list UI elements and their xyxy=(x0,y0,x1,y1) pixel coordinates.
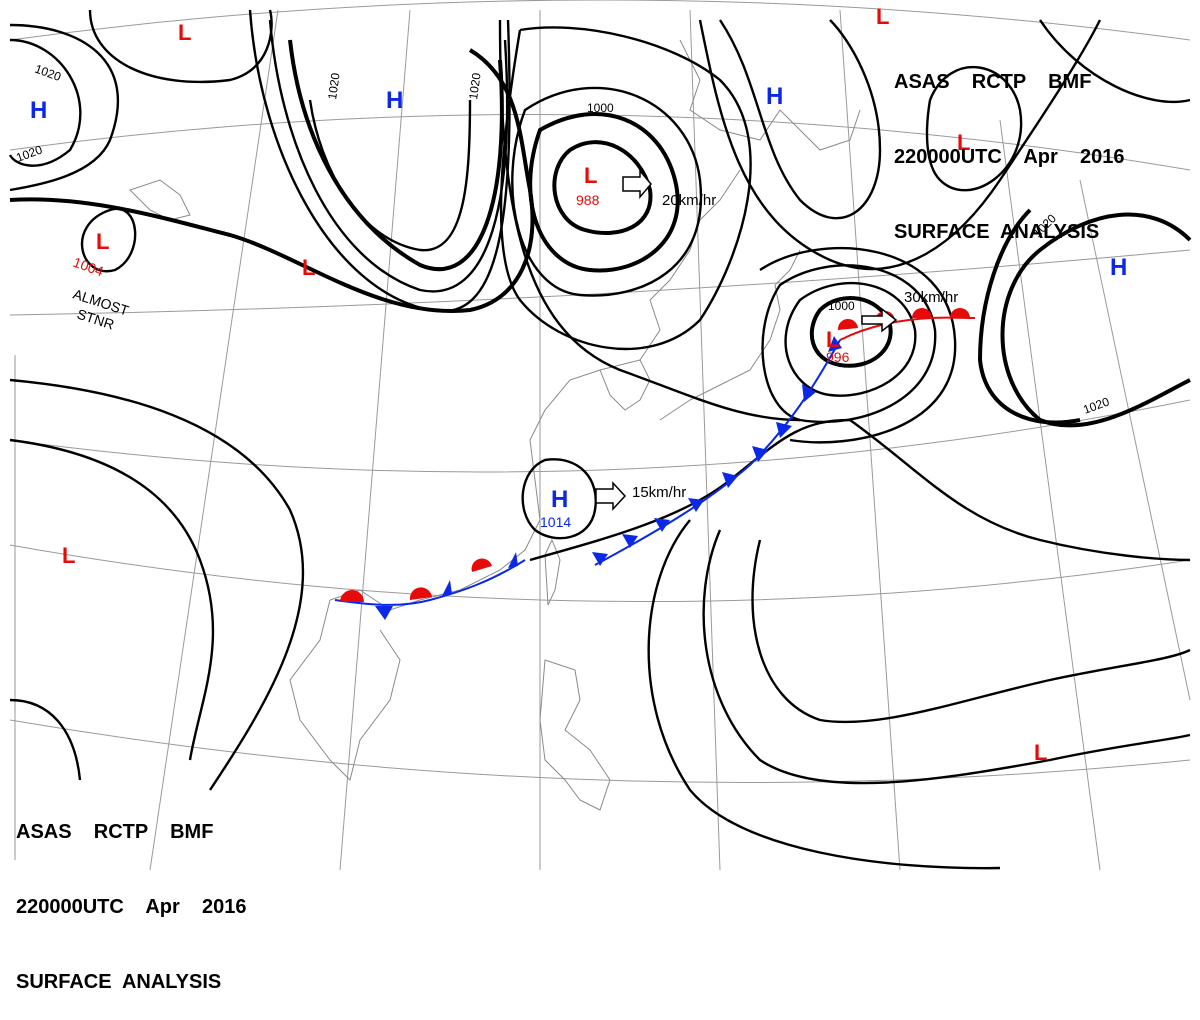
stationary-front-south xyxy=(334,559,526,606)
low-pressure-center: L xyxy=(96,229,109,254)
motion-arrows: 20km/hr 15km/hr 30km/hr xyxy=(595,168,958,511)
isobar-south-pacific-2 xyxy=(702,529,1191,785)
isobar-label: 1020 xyxy=(325,72,343,101)
isobar-south-pacific-3 xyxy=(647,519,1001,870)
indochina-coastline xyxy=(289,599,401,781)
header-line-1: ASAS RCTP BMF xyxy=(894,71,1092,93)
isobar-east-low-outer-2 xyxy=(761,264,937,424)
japan-coastline xyxy=(659,249,801,421)
cold-front-east xyxy=(594,339,841,566)
isobar-label: 1000 xyxy=(828,299,855,313)
isobar-north-low-inner xyxy=(552,140,653,236)
header-line-3: SURFACE ANALYSIS xyxy=(16,971,222,993)
header-line-2: 220000UTC Apr 2016 xyxy=(894,146,1125,168)
isobar-1020-east-high xyxy=(1000,212,1192,428)
low-pressure-center: L xyxy=(584,163,597,188)
isobar-mongolia-high-1020 xyxy=(288,39,504,272)
low-pressure-center: L xyxy=(1034,740,1047,765)
pressure-centers: H H H H H 1014 L L 988 L 1004 L L 996 L … xyxy=(30,4,1127,765)
isobar-ne-right-outer xyxy=(1039,19,1191,104)
high-pressure-center: H xyxy=(766,83,783,110)
low-pressure-center: L xyxy=(62,543,75,568)
low-pressure-center: L xyxy=(957,130,970,155)
isobar-north-low-outer-3 xyxy=(498,19,801,422)
isobar-1020-east-loop xyxy=(977,208,1081,425)
header-line-2: 220000UTC Apr 2016 xyxy=(16,896,247,918)
isobar-top-cap xyxy=(88,9,273,84)
isobar-mongolia-outer-1 xyxy=(268,19,509,293)
isobar-ne-ridge-1 xyxy=(719,19,882,220)
isobars xyxy=(8,9,1192,870)
low-pressure-center: L xyxy=(302,255,315,280)
warm-front-bump xyxy=(837,308,970,330)
isobar-south-ridge-1 xyxy=(529,418,851,562)
latitude-line xyxy=(9,249,1191,316)
motion-speed: 20km/hr xyxy=(662,192,716,209)
high-pressure-center: H xyxy=(1110,254,1127,281)
isobar-ne-ridge-2 xyxy=(698,19,1102,271)
motion-speed: 30km/hr xyxy=(904,289,958,306)
arrow-icon xyxy=(622,168,652,200)
pressure-value: 988 xyxy=(576,192,600,208)
isobar-mongolia-outer-2 xyxy=(248,9,511,313)
high-pressure-center: H xyxy=(551,486,568,513)
isobar-sw-corner xyxy=(9,698,82,781)
isobar-ne-right-loop xyxy=(925,65,1023,192)
sea-of-okhotsk-coastline xyxy=(679,39,861,151)
low-pressure-center: L xyxy=(876,4,889,29)
pressure-value: 996 xyxy=(826,349,850,365)
korea-coastline xyxy=(599,359,651,411)
isobar-east-low-1000 xyxy=(809,296,893,368)
header-line-1: ASAS RCTP BMF xyxy=(16,821,214,843)
isobar-south-pacific-4 xyxy=(849,419,1191,562)
latitude-line xyxy=(9,719,1191,783)
arrow-icon xyxy=(861,307,898,333)
coastlines xyxy=(129,39,861,811)
latitude-line xyxy=(9,0,1191,41)
isobar-south-pacific-1 xyxy=(751,539,1191,724)
philippines-coastline xyxy=(539,659,611,811)
low-pressure-center: L xyxy=(826,327,839,352)
isobar-north-low-outer-2 xyxy=(499,26,752,351)
isobar-label: 1020 xyxy=(466,72,484,101)
longitude-line xyxy=(839,9,901,871)
weather-map: 1020 1020 1020 1020 1000 1000 1020 1020 … xyxy=(0,0,1200,878)
chart-header-top: ASAS RCTP BMF 220000UTC Apr 2016 SURFACE… xyxy=(894,20,1125,270)
asia-coastline xyxy=(329,169,741,611)
isobar-west-trough xyxy=(9,438,215,761)
taiwan-coastline xyxy=(544,538,561,606)
motion-speed: 15km/hr xyxy=(632,484,686,501)
isobar-1014-high xyxy=(521,458,597,540)
isobar-label: 1000 xyxy=(587,101,614,115)
high-pressure-center: H xyxy=(386,87,403,114)
longitude-line xyxy=(689,9,721,871)
latitude-line xyxy=(9,399,1191,473)
stationary-warm-bump xyxy=(340,558,492,602)
latitude-line xyxy=(9,544,1191,603)
header-line-3: SURFACE ANALYSIS xyxy=(894,221,1100,243)
isobar-north-low-1000 xyxy=(528,112,680,273)
high-pressure-center: H xyxy=(30,97,47,124)
chart-header-bottom: ASAS RCTP BMF 220000UTC Apr 2016 SURFACE… xyxy=(16,770,247,1020)
isobar-top-left-high xyxy=(8,38,82,167)
fronts xyxy=(334,308,976,620)
longitude-line xyxy=(149,9,279,871)
isobar-siberia-low xyxy=(80,207,137,273)
longitude-line xyxy=(1079,179,1191,701)
pressure-value: 1014 xyxy=(540,514,571,530)
low-pressure-center: L xyxy=(178,20,191,45)
siberia-lake-coastline xyxy=(129,179,191,221)
isobar-top-left-outer xyxy=(9,23,120,192)
isobar-east-low-outer-3 xyxy=(759,246,957,444)
map-background xyxy=(0,0,1200,878)
arrow-icon xyxy=(595,481,627,511)
isobar-west-trough-2 xyxy=(9,378,305,791)
isobar-east-low-outer-1 xyxy=(784,281,917,397)
longitude-line xyxy=(339,9,411,871)
longitude-line xyxy=(999,119,1101,871)
